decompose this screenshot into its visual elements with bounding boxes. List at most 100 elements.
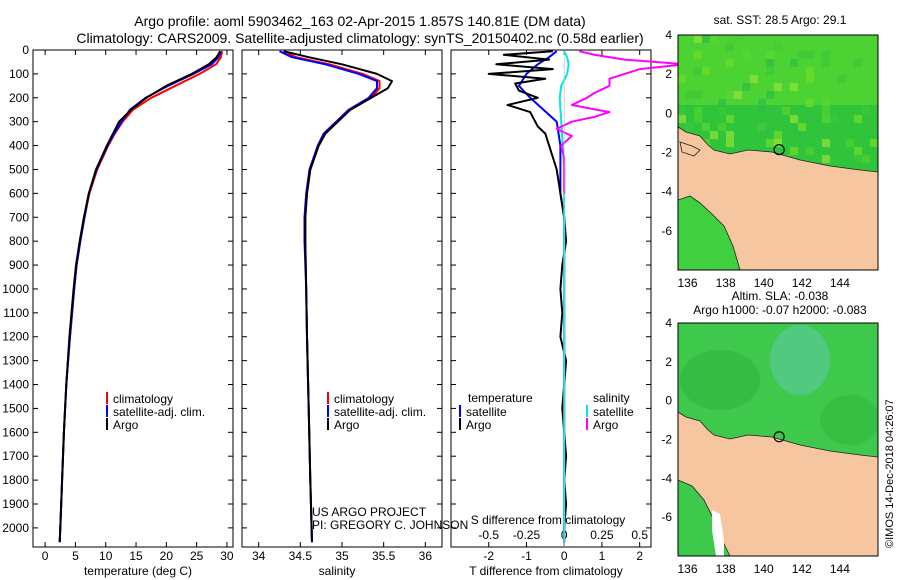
difference-legend-salinity: salinity satellite Argo (586, 391, 634, 432)
sst-pixel (870, 35, 878, 43)
depth-tick-label: 1000 (2, 282, 29, 296)
salinity-axis-label: salinity (319, 564, 356, 578)
s-difference-tick-label: -0.25 (513, 528, 541, 542)
t-difference-axis-label: T difference from climatology (469, 564, 623, 578)
temperature-xtick-label: 30 (220, 549, 234, 563)
sst-pixel (838, 75, 846, 83)
sst-pixel (710, 35, 718, 43)
sst-pixel (806, 67, 814, 75)
sst-pixel (854, 155, 862, 163)
sst-pixel (726, 91, 734, 99)
sst-pixel (774, 83, 782, 91)
temperature-xtick-label: 10 (99, 549, 113, 563)
depth-tick-label: 500 (9, 162, 29, 176)
sla-map-lat-label: 2 (665, 355, 672, 369)
difference-series-t-argo (487, 50, 568, 543)
sst-pixel (774, 139, 782, 147)
legend-label-satellite: satellite-adj. clim. (334, 405, 426, 419)
sst-pixel (718, 107, 726, 115)
sst-pixel (726, 115, 734, 123)
sst-map-lat-label: 4 (665, 28, 672, 42)
sst-pixel (790, 115, 798, 123)
sst-pixel (766, 59, 774, 67)
sst-pixel (694, 107, 702, 115)
sst-pixel (854, 91, 862, 99)
difference-xtick-label: 1 (599, 549, 606, 563)
temperature-series-satellite-adj-clim- (58, 50, 222, 543)
depth-tick-label: 1500 (2, 401, 29, 415)
sla-map-lat-label: -6 (661, 510, 672, 524)
depth-tick-label: 1900 (2, 497, 29, 511)
sst-pixel (694, 35, 702, 43)
sst-pixel (734, 91, 742, 99)
sst-pixel (766, 91, 774, 99)
depth-tick-label: 1700 (2, 449, 29, 463)
legend-label-argo: Argo (113, 418, 139, 432)
sst-pixel (718, 123, 726, 131)
s-difference-tick-label: -0.5 (478, 528, 499, 542)
temperature-xtick-label: 25 (190, 549, 204, 563)
legend-label-satellite: satellite-adj. clim. (113, 405, 205, 419)
depth-tick-label: 1200 (2, 330, 29, 344)
sst-pixel (774, 43, 782, 51)
temperature-xtick-label: 20 (160, 549, 174, 563)
legend-label-climatology: climatology (113, 392, 173, 406)
sst-pixel (742, 51, 750, 59)
salinity-series-satellite-adj-clim- (279, 50, 378, 543)
sst-pixel (766, 51, 774, 59)
temperature-xtick-label: 0 (42, 549, 49, 563)
float-location-marker (773, 431, 785, 443)
sst-map-lat-label: 0 (665, 106, 672, 120)
legend-label-climatology: climatology (334, 392, 394, 406)
sst-pixel (694, 115, 702, 123)
sst-pixel (702, 67, 710, 75)
sst-pixel (766, 139, 774, 147)
header-title-line1: Argo profile: aoml 5903462_163 02-Apr-20… (134, 13, 585, 29)
sla-low-anomaly (770, 325, 830, 395)
sla-map-lat-label: -4 (661, 471, 672, 485)
depth-tick-label: 700 (9, 210, 29, 224)
sst-pixel (678, 115, 686, 123)
sla-missing-data (712, 510, 724, 556)
sst-pixel (702, 35, 710, 43)
temperature-axis-label: temperature (deg C) (84, 564, 192, 578)
sst-map-lat-label: -2 (661, 146, 672, 160)
sst-pixel (822, 51, 830, 59)
sst-pixel (806, 115, 814, 123)
sst-pixel (758, 99, 766, 107)
header-title-line2: Climatology: CARS2009. Satellite-adjuste… (76, 30, 643, 46)
sst-pixel (750, 75, 758, 83)
sst-pixel (806, 51, 814, 59)
sst-pixel (870, 139, 878, 147)
depth-tick-label: 900 (9, 258, 29, 272)
salinity-xtick-label: 35.5 (372, 549, 396, 563)
sst-pixel (806, 99, 814, 107)
difference-xtick-label: 2 (636, 549, 643, 563)
sst-pixel (726, 43, 734, 51)
sst-map-lon-label: 136 (678, 276, 698, 290)
depth-tick-label: 0 (22, 43, 29, 57)
legend-label-argo: Argo (334, 418, 360, 432)
sst-map-lat-label: 2 (665, 67, 672, 81)
sla-map-lat-label: 4 (665, 316, 672, 330)
temperature-panel (32, 49, 234, 548)
sst-map-lon-label: 140 (754, 276, 774, 290)
difference-xtick-label: -2 (483, 549, 494, 563)
legend-label-t-argo: Argo (466, 418, 492, 432)
sla-map-title: Altim. SLA: -0.038 (732, 289, 829, 303)
sst-map-lon-label: 144 (830, 276, 850, 290)
depth-tick-label: 800 (9, 234, 29, 248)
s-difference-tick-label: 0.5 (631, 528, 648, 542)
sst-pixel (694, 51, 702, 59)
sla-map-lon-label: 144 (830, 562, 850, 576)
sst-pixel (686, 123, 694, 131)
sla-map-lat-label: -2 (661, 433, 672, 447)
sst-pixel (694, 83, 702, 91)
sla-map-subtitle: Argo h1000: -0.07 h2000: -0.083 (693, 303, 867, 317)
sla-map (678, 323, 878, 556)
sla-map-lat-label: 0 (665, 394, 672, 408)
credit-line1: US ARGO PROJECT (312, 505, 427, 519)
depth-tick-label: 1600 (2, 425, 29, 439)
sst-map-lat-label: -4 (661, 185, 672, 199)
difference-xtick-label: -1 (521, 549, 532, 563)
